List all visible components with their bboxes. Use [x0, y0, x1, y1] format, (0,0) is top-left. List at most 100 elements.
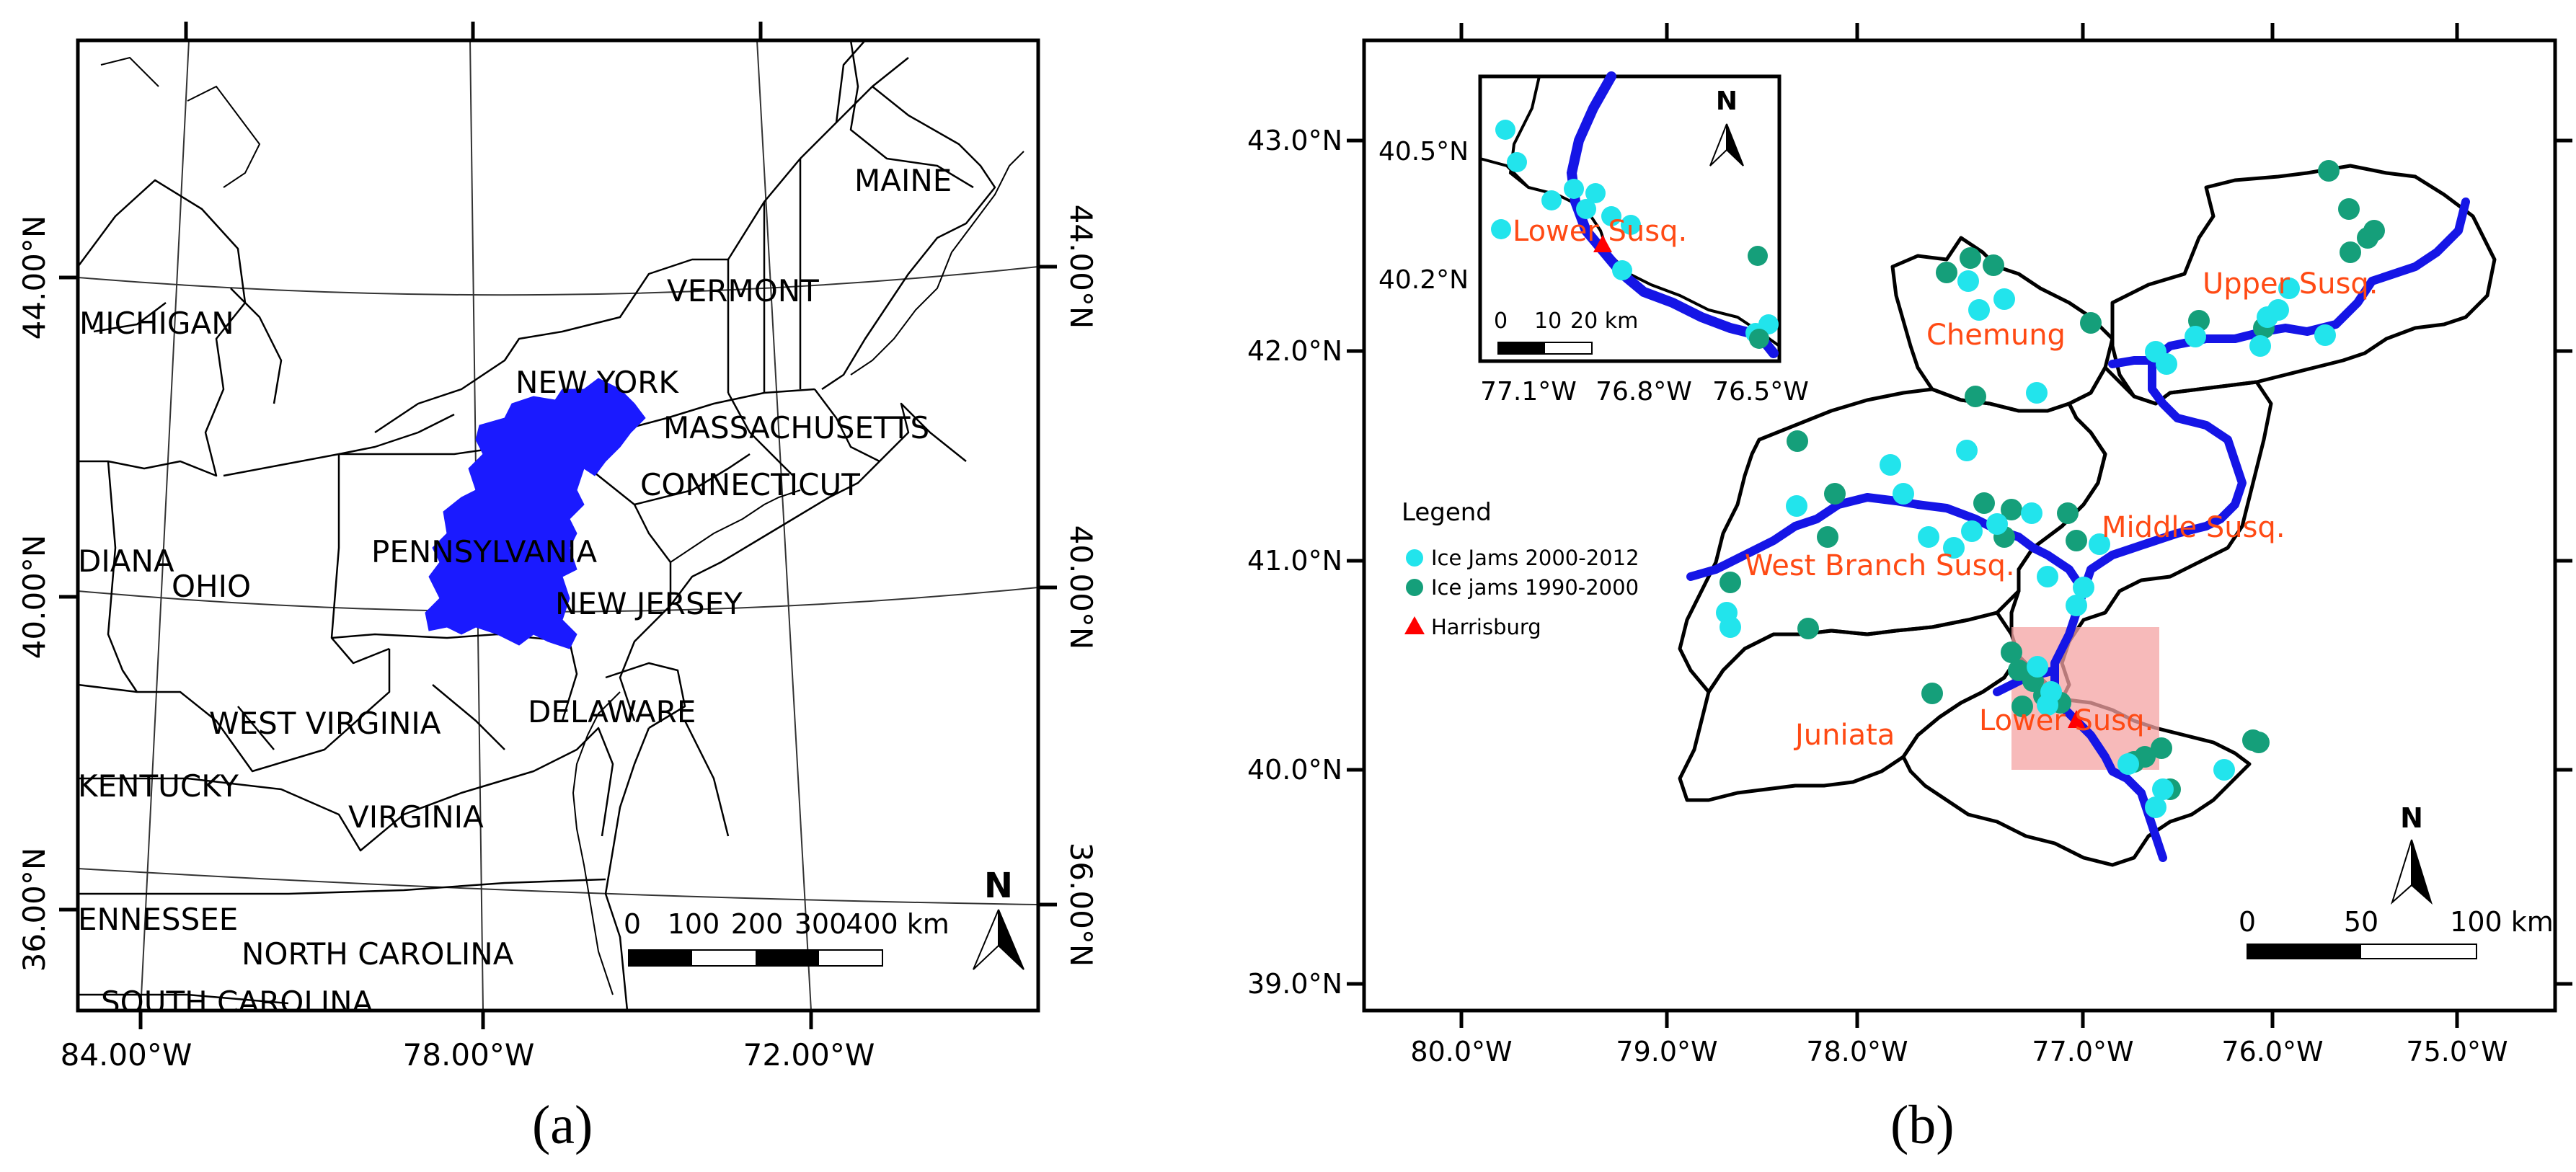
basin-label-chemung: Chemung	[1926, 319, 2066, 352]
ice-jam-1990-29	[2151, 737, 2172, 759]
panel-b-basin-labels: Chemung Upper Susq. Middle Susq. West Br…	[1745, 267, 2378, 752]
ice-jam-1990-18	[2066, 530, 2087, 551]
ice-jam-2000-3	[2278, 278, 2300, 299]
lon-b-80: 80.0°W	[1410, 1036, 1512, 1067]
scale-a-200: 200	[731, 908, 784, 940]
basin-label-west-branch: West Branch Susq.	[1745, 549, 2015, 582]
inset-lat-40-5: 40.5°N	[1378, 137, 1469, 167]
ice-jam-points-1990-2000	[1719, 160, 2385, 800]
lat-b-39: 39.0°N	[1247, 968, 1342, 1000]
inset-scale-bar: 0 10 20 km	[1494, 308, 1638, 355]
ice-jam-2000-29	[2037, 694, 2058, 716]
lat-a-44-right: 44.00°N	[1063, 205, 1099, 329]
legend-item-1990-2000: Ice jams 1990-2000	[1431, 575, 1639, 600]
panel-b-ticks	[1347, 23, 2572, 1028]
inset-ice-jam-2000-10	[1564, 179, 1584, 199]
legend-item-harrisburg: Harrisburg	[1431, 615, 1541, 639]
panel-b-frame	[1362, 38, 2557, 1013]
inset-ice-jam-1990-1	[1749, 329, 1769, 349]
panel-b-map: Chemung Upper Susq. Middle Susq. West Br…	[1247, 23, 2572, 1067]
inset-river	[1566, 71, 1779, 358]
inset-ice-jam-2000-6	[1491, 219, 1511, 239]
legend-item-2000-2012: Ice Jams 2000-2012	[1431, 546, 1639, 570]
state-label-new-jersey: NEW JERSEY	[555, 586, 743, 621]
inset-ice-jam-2000-4	[1601, 206, 1621, 226]
ice-jam-1990-14	[1817, 526, 1838, 548]
basin-label-lower-susq: Lower Susq.	[1979, 704, 2154, 737]
ice-jam-2000-30	[2117, 753, 2139, 775]
scale-b-50: 50	[2344, 906, 2378, 938]
inset-ice-jam-2000-11	[1585, 183, 1606, 203]
lat-a-36-left: 36.00°N	[17, 848, 52, 972]
ice-jam-1990-1	[1983, 254, 2004, 276]
lon-b-77: 77.0°W	[2032, 1036, 2133, 1067]
state-label-pennsylvania: PENNSYLVANIA	[371, 534, 597, 569]
juniata-basin-outline	[1678, 611, 2021, 802]
inset-ice-jam-points	[1491, 120, 1779, 349]
inset-ice-jam-2000-2	[1541, 190, 1562, 210]
ice-jam-1990-4	[1965, 386, 1986, 407]
panel-b-legend: Legend Ice Jams 2000-2012 Ice jams 1990-…	[1402, 498, 1639, 639]
ice-jam-2000-6	[2314, 324, 2336, 346]
state-label-virginia: VIRGINIA	[348, 799, 484, 835]
svg-text:N: N	[2400, 802, 2423, 834]
state-label-massachusetts: MASSACHUSETTS	[663, 410, 929, 445]
panel-b-scale-bar: 0 50 100 km	[2239, 906, 2554, 959]
susquehanna-basin-shape	[425, 378, 646, 649]
ice-jam-2000-21	[2089, 533, 2110, 555]
ice-jam-1990-3	[2080, 312, 2102, 334]
state-label-connecticut: CONNECTICUT	[640, 467, 860, 502]
panel-b-inset-map: Lower Susq. N 0 10 20 km	[1378, 71, 1809, 407]
ice-jam-2000-20	[1918, 526, 1939, 548]
lon-b-79: 79.0°W	[1616, 1036, 1717, 1067]
ice-jam-2000-12	[1880, 454, 1901, 476]
lon-a-78: 78.00°W	[403, 1037, 535, 1073]
ice-jam-2000-24	[2066, 595, 2087, 616]
ice-jam-1990-20	[1719, 572, 1741, 593]
svg-text:N: N	[1716, 86, 1738, 116]
state-label-new-york: NEW YORK	[515, 365, 679, 400]
lat-b-41: 41.0°N	[1247, 545, 1342, 577]
chemung-river	[2108, 356, 2156, 368]
ice-jam-2000-10	[2156, 353, 2177, 375]
state-label-delaware: DELAWARE	[528, 694, 696, 729]
ice-jam-1990-15	[1973, 492, 1995, 514]
lat-a-44-left: 44.00°N	[17, 216, 52, 340]
state-label-ohio: OHIO	[172, 569, 251, 604]
panel-a-north-arrow-icon: N	[973, 866, 1024, 970]
panel-a-map: MAINE VERMONT MICHIGAN NEW YORK MASSACHU…	[17, 22, 1099, 1073]
panel-a-axis-labels: 44.00°N 40.00°N 36.00°N 44.00°N 40.00°N …	[17, 205, 1099, 1073]
lat-a-36-right: 36.00°N	[1063, 843, 1099, 967]
ice-jam-2000-19	[1943, 537, 1965, 559]
ice-jam-1990-5	[2318, 160, 2340, 182]
inset-scale-10: 10	[1534, 308, 1562, 334]
ice-jam-2000-31	[2152, 778, 2174, 800]
panel-a-coastline	[100, 56, 1024, 995]
ice-jam-2000-14	[1893, 483, 1914, 505]
ice-jam-2000-1	[1993, 288, 2015, 310]
state-label-maine: MAINE	[854, 163, 952, 198]
ice-jam-2000-22	[2037, 566, 2058, 587]
ice-jam-2000-17	[1961, 520, 1983, 542]
panel-b-axis-labels: 43.0°N 42.0°N 41.0°N 40.0°N 39.0°N 80.0°…	[1247, 125, 2508, 1067]
inset-scale-20: 20 km	[1570, 308, 1638, 334]
inset-label-lower-susq: Lower Susq.	[1513, 215, 1687, 248]
panel-a-ticks	[59, 22, 1057, 1029]
ice-jam-2000-0	[1957, 270, 1979, 292]
inset-ice-jam-2000-0	[1495, 120, 1515, 140]
ice-jam-2000-27	[2027, 656, 2048, 678]
inset-ice-jam-2000-3	[1576, 199, 1596, 219]
ice-jam-1990-8	[2357, 227, 2378, 249]
ice-jam-2000-2	[1968, 299, 1990, 321]
inset-lon-76-5: 76.5°W	[1712, 377, 1809, 407]
basin-label-juniata: Juniata	[1793, 719, 1895, 752]
scale-a-400: 400 km	[846, 908, 950, 940]
state-label-diana: DIANA	[78, 543, 174, 579]
lat-a-40-right: 40.00°N	[1063, 525, 1099, 650]
ice-jam-1990-31	[2248, 732, 2270, 753]
inset-ice-jam-2000-9	[1758, 314, 1779, 334]
scale-b-0: 0	[2239, 906, 2256, 938]
ice-jam-1990-34	[2134, 746, 2156, 768]
caption-a: (a)	[532, 1095, 593, 1155]
ice-jam-1990-2	[1936, 262, 1957, 283]
